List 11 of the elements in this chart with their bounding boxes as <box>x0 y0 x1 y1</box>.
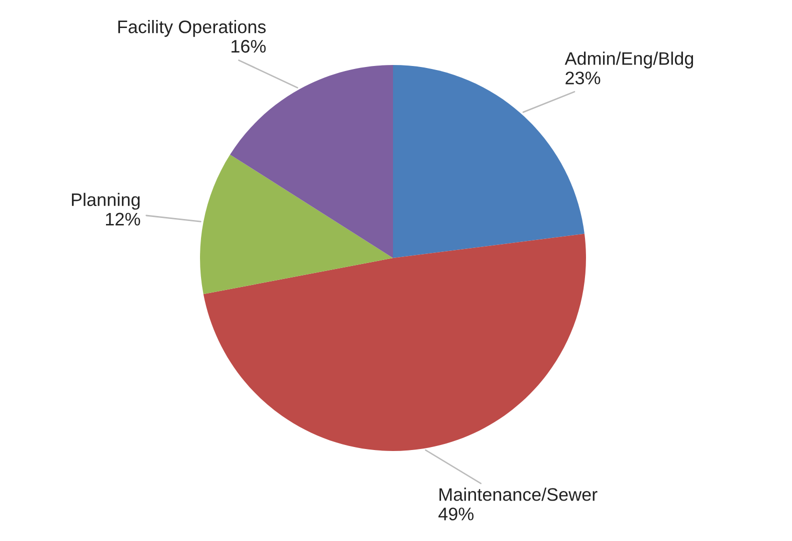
slice-label: Planning <box>72 192 140 210</box>
pie-slice <box>203 234 586 451</box>
pie-slice <box>200 154 393 294</box>
data-label: 12% <box>106 212 140 226</box>
slice-label: Maintenance/Sewer <box>440 488 598 501</box>
pie-slice <box>230 65 393 258</box>
data-label: 23% <box>566 72 600 84</box>
data-label: 49% <box>438 508 474 520</box>
data-label: 16% <box>232 40 266 53</box>
slice-label: Admin/Eng/Bldg <box>564 52 694 68</box>
slice-label: Facility Operations <box>118 20 266 37</box>
